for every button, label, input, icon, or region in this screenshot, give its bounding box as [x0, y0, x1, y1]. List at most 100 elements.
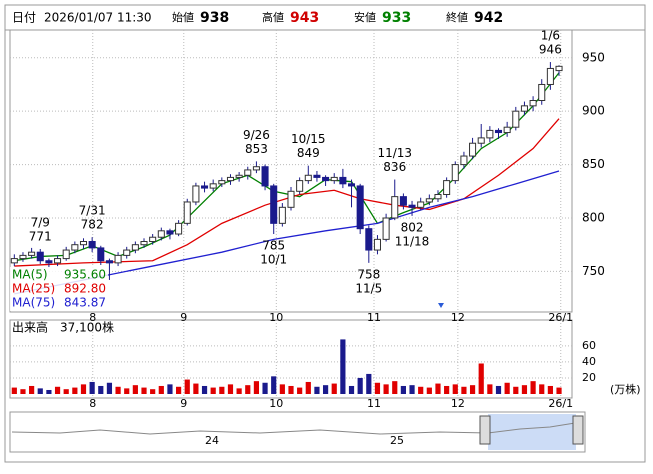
volume-bar	[288, 385, 294, 394]
field-label: 安値	[354, 10, 376, 24]
candle-body	[538, 83, 546, 101]
x-tick-label: 10	[269, 397, 283, 410]
volume-bar	[305, 381, 311, 394]
candle-body	[261, 166, 269, 187]
volume-bar	[513, 386, 519, 394]
navigator-window[interactable]	[488, 414, 576, 450]
volume-bar	[392, 381, 398, 394]
field-label: 高値	[262, 10, 284, 24]
volume-bar	[150, 389, 156, 394]
candle-body	[391, 196, 399, 219]
field-value: 942	[474, 10, 503, 26]
annotation-date: 1/6	[541, 29, 560, 43]
volume-bar	[193, 383, 199, 394]
legend-value: 935.60	[64, 268, 106, 282]
volume-bar	[271, 376, 277, 394]
volume-bar	[54, 386, 61, 394]
volume-bar	[46, 389, 52, 394]
volume-bar	[11, 387, 17, 394]
y-tick-label: 900	[582, 104, 605, 118]
navigator-handle[interactable]	[572, 415, 584, 445]
annotation-value: 758	[357, 267, 380, 281]
volume-bar	[331, 383, 337, 394]
candle-body	[244, 169, 252, 176]
volume-bar	[29, 385, 35, 394]
candle-body	[382, 217, 390, 240]
volume-bar	[297, 387, 303, 394]
volume-bar	[167, 384, 173, 394]
candle-body	[88, 241, 96, 249]
x-tick-label: 11	[367, 311, 381, 324]
candle-body	[425, 198, 433, 203]
annotation-date: 11/5	[355, 281, 382, 295]
legend-box	[10, 267, 108, 311]
volume-bar	[184, 379, 190, 394]
y-tick-label: 850	[582, 157, 605, 171]
volume-bar	[314, 386, 320, 394]
volume-bar	[262, 382, 268, 394]
x-tick-label: 12	[451, 397, 465, 410]
candle-body	[546, 67, 554, 85]
legend-name: MA(75)	[12, 296, 55, 310]
field-value: 933	[382, 10, 411, 26]
candle-body	[322, 176, 330, 182]
annotation-date: 9/26	[243, 128, 270, 142]
annotation-value: 771	[29, 229, 52, 243]
volume-bar	[444, 385, 450, 394]
annotation-date: 11/18	[395, 234, 430, 248]
volume-title: 出来高	[12, 320, 48, 335]
annotation-value: 946	[539, 43, 562, 57]
candle-body	[19, 254, 27, 260]
date-label: 日付	[12, 11, 36, 25]
navigator-label: 25	[390, 434, 404, 447]
candle-body	[105, 260, 113, 264]
volume-bar	[504, 382, 510, 394]
candle-body	[460, 155, 468, 166]
candle-body	[399, 196, 407, 206]
volume-bar	[279, 384, 285, 394]
annotation-date: 10/15	[291, 132, 326, 146]
candle-body	[408, 204, 416, 208]
candle-body	[157, 230, 165, 238]
marker	[438, 303, 444, 308]
candle-body	[140, 241, 148, 246]
navigator-handle[interactable]	[479, 415, 491, 445]
candle-body	[278, 206, 286, 224]
candle-body	[28, 251, 36, 256]
legend-name: MA(5)	[12, 268, 48, 282]
volume-bar	[210, 387, 216, 394]
candle-body	[555, 65, 563, 72]
date-value: 2026/01/07 11:30	[44, 11, 152, 25]
volume-bar	[418, 386, 424, 394]
volume-bar	[201, 385, 208, 394]
candle-body	[209, 183, 217, 189]
annotation-value: 802	[401, 220, 424, 234]
price-panel	[9, 29, 573, 313]
candle-body	[97, 247, 105, 262]
candle-body	[10, 258, 18, 264]
candle-body	[62, 249, 70, 260]
candle-body	[192, 185, 200, 203]
legend-value: 843.87	[64, 296, 106, 310]
volume-bar	[409, 385, 415, 394]
x-tick-label: 11	[367, 397, 381, 410]
y-tick-label: 800	[582, 211, 605, 225]
candle-body	[218, 180, 226, 185]
candle-body	[226, 176, 235, 182]
volume-bar	[227, 384, 234, 394]
volume-bar	[400, 385, 406, 394]
navigator-label: 24	[205, 434, 219, 447]
volume-bar	[115, 386, 121, 394]
volume-bar	[357, 377, 363, 394]
volume-bar	[487, 384, 493, 394]
volume-unit: (万株)	[610, 382, 641, 396]
annotation-value: 782	[81, 218, 104, 232]
candle-body	[270, 185, 278, 224]
volume-bar	[72, 387, 78, 394]
volume-bar	[521, 385, 528, 394]
volume-bar	[80, 384, 87, 394]
candle-body	[71, 244, 79, 251]
field-value: 943	[290, 10, 319, 26]
candle-body	[183, 201, 191, 224]
